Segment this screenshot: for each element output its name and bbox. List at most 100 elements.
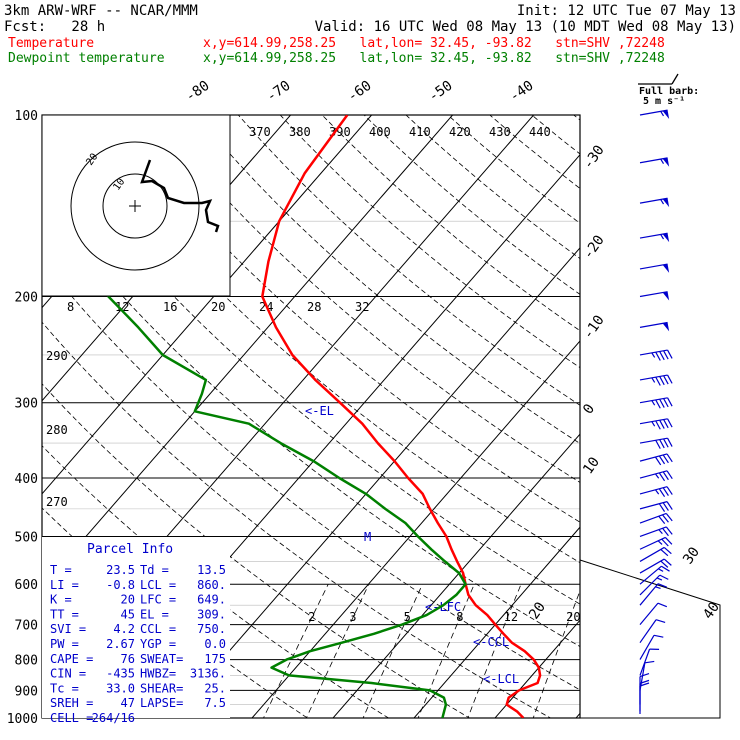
wind-barb bbox=[639, 470, 673, 482]
wind-barb-half-feather bbox=[654, 473, 660, 479]
parcel-field-label: TT = bbox=[50, 607, 79, 621]
wind-barb-staff bbox=[639, 397, 668, 404]
wind-barb-feather bbox=[662, 454, 669, 464]
wind-barb-flag bbox=[662, 198, 670, 208]
theta-tick-label: 440 bbox=[529, 125, 551, 139]
wind-barb-half-feather bbox=[655, 586, 661, 590]
theta-tick-label: 420 bbox=[449, 125, 471, 139]
hodograph-speed-tick: 16 bbox=[163, 300, 177, 314]
hodograph-ring-inner bbox=[102, 173, 168, 239]
wind-barb-feather bbox=[666, 486, 673, 495]
wind-barb bbox=[639, 602, 668, 625]
parcel-field-value: 20 bbox=[121, 593, 135, 607]
pressure-tick-label: 700 bbox=[15, 619, 38, 634]
dry-adiabat-line bbox=[112, 115, 580, 523]
outer-frame-edge bbox=[579, 115, 721, 719]
wind-barb-staff bbox=[639, 546, 665, 562]
barb-legend-title: Full barb: bbox=[639, 86, 699, 97]
parcel-field-label: SHEAR= bbox=[140, 681, 183, 695]
wind-barb-feather bbox=[667, 397, 673, 407]
hodograph-speed-tick: 12 bbox=[115, 300, 129, 314]
wind-barb-feather bbox=[655, 376, 661, 386]
isotherm-tick-label: -60 bbox=[345, 78, 375, 106]
pressure-tick-label: 100 bbox=[15, 109, 38, 124]
hodograph-ring-outer bbox=[70, 141, 200, 271]
dry-adiabat-line bbox=[363, 115, 580, 295]
wind-barb-feather bbox=[658, 455, 666, 465]
dry-adiabat-line bbox=[42, 134, 580, 605]
parcel-field-label: Td = bbox=[140, 563, 169, 577]
wind-barb bbox=[639, 418, 673, 430]
wind-barb-staff bbox=[639, 512, 667, 524]
wind-barb bbox=[639, 558, 672, 574]
wind-barb-staff bbox=[639, 291, 668, 298]
isotherm-tick-label: -40 bbox=[507, 78, 537, 106]
wind-barb-staff bbox=[639, 349, 668, 356]
wind-barb-feather bbox=[639, 679, 650, 684]
hodograph-speed-tick: 32 bbox=[355, 300, 369, 314]
wind-barb-feather bbox=[663, 558, 672, 566]
mixing-ratio-line bbox=[532, 589, 580, 718]
wind-barb-half-feather bbox=[651, 377, 656, 383]
wind-barb-half-feather bbox=[651, 400, 656, 406]
wind-barb-feather bbox=[663, 546, 672, 555]
parcel-field-label: CELL = bbox=[50, 711, 93, 725]
wind-barb-feather bbox=[658, 503, 666, 512]
wind-barb-staff bbox=[639, 374, 668, 381]
dry-adiabat-line bbox=[70, 115, 580, 564]
mixing-ratio-tick-label: 20 bbox=[566, 610, 580, 624]
isotherm-tick-label: 30 bbox=[680, 544, 703, 567]
wind-barb-half-feather bbox=[657, 540, 663, 545]
dry-adiabat-line bbox=[447, 115, 580, 224]
parcel-field-value: 175 bbox=[204, 652, 226, 666]
isotherm-tick-label: 20 bbox=[526, 599, 549, 622]
wind-barb-staff bbox=[639, 526, 667, 538]
wind-barb-half-feather bbox=[658, 568, 664, 572]
parcel-info-panel bbox=[42, 537, 230, 718]
wind-barb-feather bbox=[666, 470, 673, 480]
theta-tick-label: 410 bbox=[409, 125, 431, 139]
level-annotation: <-LCL bbox=[483, 672, 519, 686]
parcel-field-value: -435 bbox=[106, 667, 135, 681]
dewpoint-line bbox=[105, 115, 467, 718]
valid-time: Valid: 16 UTC Wed 08 May 13 (10 MDT Wed … bbox=[314, 19, 736, 35]
wind-barb-half-feather bbox=[651, 352, 656, 358]
mixing-ratio-line bbox=[417, 584, 475, 718]
wind-barb bbox=[639, 197, 670, 208]
wind-barb-feather bbox=[659, 351, 665, 361]
wind-barb-half-feather bbox=[660, 158, 665, 164]
isotherm-line bbox=[646, 87, 740, 730]
parcel-field-label: LAPSE= bbox=[140, 696, 183, 710]
wind-barb-feather bbox=[659, 376, 665, 386]
wind-barb bbox=[639, 232, 670, 243]
wind-barb-feather bbox=[657, 602, 668, 608]
parcel-field-value: 7.5 bbox=[204, 696, 226, 710]
isotherm-tick-label: -10 bbox=[580, 312, 608, 342]
isotherm-line bbox=[413, 526, 580, 718]
wind-barb-flag bbox=[662, 322, 670, 332]
wind-barb-feather bbox=[658, 472, 666, 482]
theta-tick-label: 370 bbox=[249, 125, 271, 139]
wind-barb-half-feather bbox=[660, 199, 665, 205]
wind-barb-feather bbox=[659, 398, 665, 408]
parcel-field-label: CAPE = bbox=[50, 652, 93, 666]
wind-barb bbox=[639, 526, 673, 538]
parcel-field-value: 13.5 bbox=[197, 563, 226, 577]
wind-barb-half-feather bbox=[660, 234, 665, 240]
wind-barb-staff bbox=[639, 583, 659, 606]
dry-adiabat-line bbox=[321, 115, 580, 332]
wind-barb-half-feather bbox=[654, 489, 660, 495]
wind-barb-flag bbox=[662, 233, 670, 243]
wind-barb-feather bbox=[660, 548, 669, 557]
theta-tick-label: 270 bbox=[46, 495, 68, 509]
isotherm-tick-label: -50 bbox=[426, 78, 456, 106]
wind-barb bbox=[639, 501, 673, 512]
parcel-field-label: K = bbox=[50, 593, 72, 607]
wind-barb bbox=[639, 109, 670, 120]
parcel-field-label: EL = bbox=[140, 607, 169, 621]
wind-barb bbox=[639, 512, 673, 525]
theta-tick-label: 390 bbox=[329, 125, 351, 139]
level-annotation: M bbox=[364, 530, 371, 544]
parcel-field-label: T = bbox=[50, 563, 72, 577]
